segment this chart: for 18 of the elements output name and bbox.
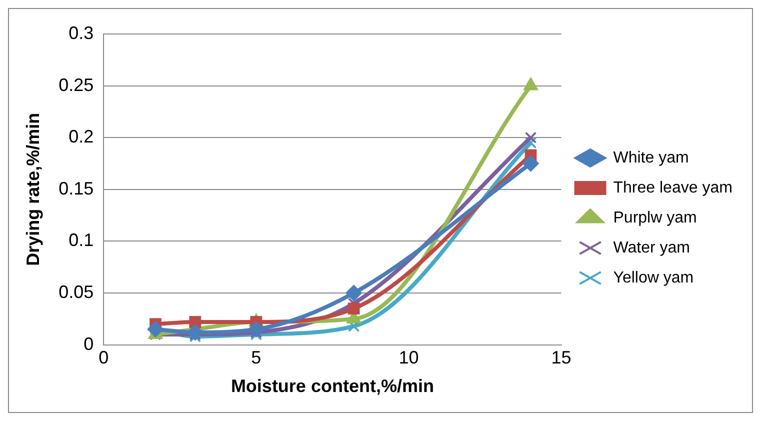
legend-label: Yellow yam (613, 269, 694, 286)
x-tick-label: 0 (98, 348, 109, 368)
y-axis-title: Drying rate,%/min (22, 112, 43, 266)
x-tick-label: 5 (251, 348, 262, 368)
y-tick-label: 0.15 (58, 178, 94, 198)
legend-label: White yam (613, 149, 689, 166)
x-tick-label: 15 (551, 348, 572, 368)
y-tick-label: 0 (84, 334, 94, 354)
legend-label: Three leave yam (613, 179, 732, 196)
x-tick-label: 10 (398, 348, 419, 368)
legend-label: Purplw yam (613, 209, 697, 226)
y-tick-label: 0.1 (68, 230, 94, 250)
y-tick-label: 0.3 (68, 22, 94, 43)
y-tick-label: 0.25 (58, 74, 94, 95)
x-axis-title: Moisture content,%/min (230, 376, 434, 396)
y-tick-label: 0.05 (58, 282, 94, 302)
y-tick-label: 0.2 (68, 126, 94, 147)
legend-label: Water yam (613, 239, 690, 256)
